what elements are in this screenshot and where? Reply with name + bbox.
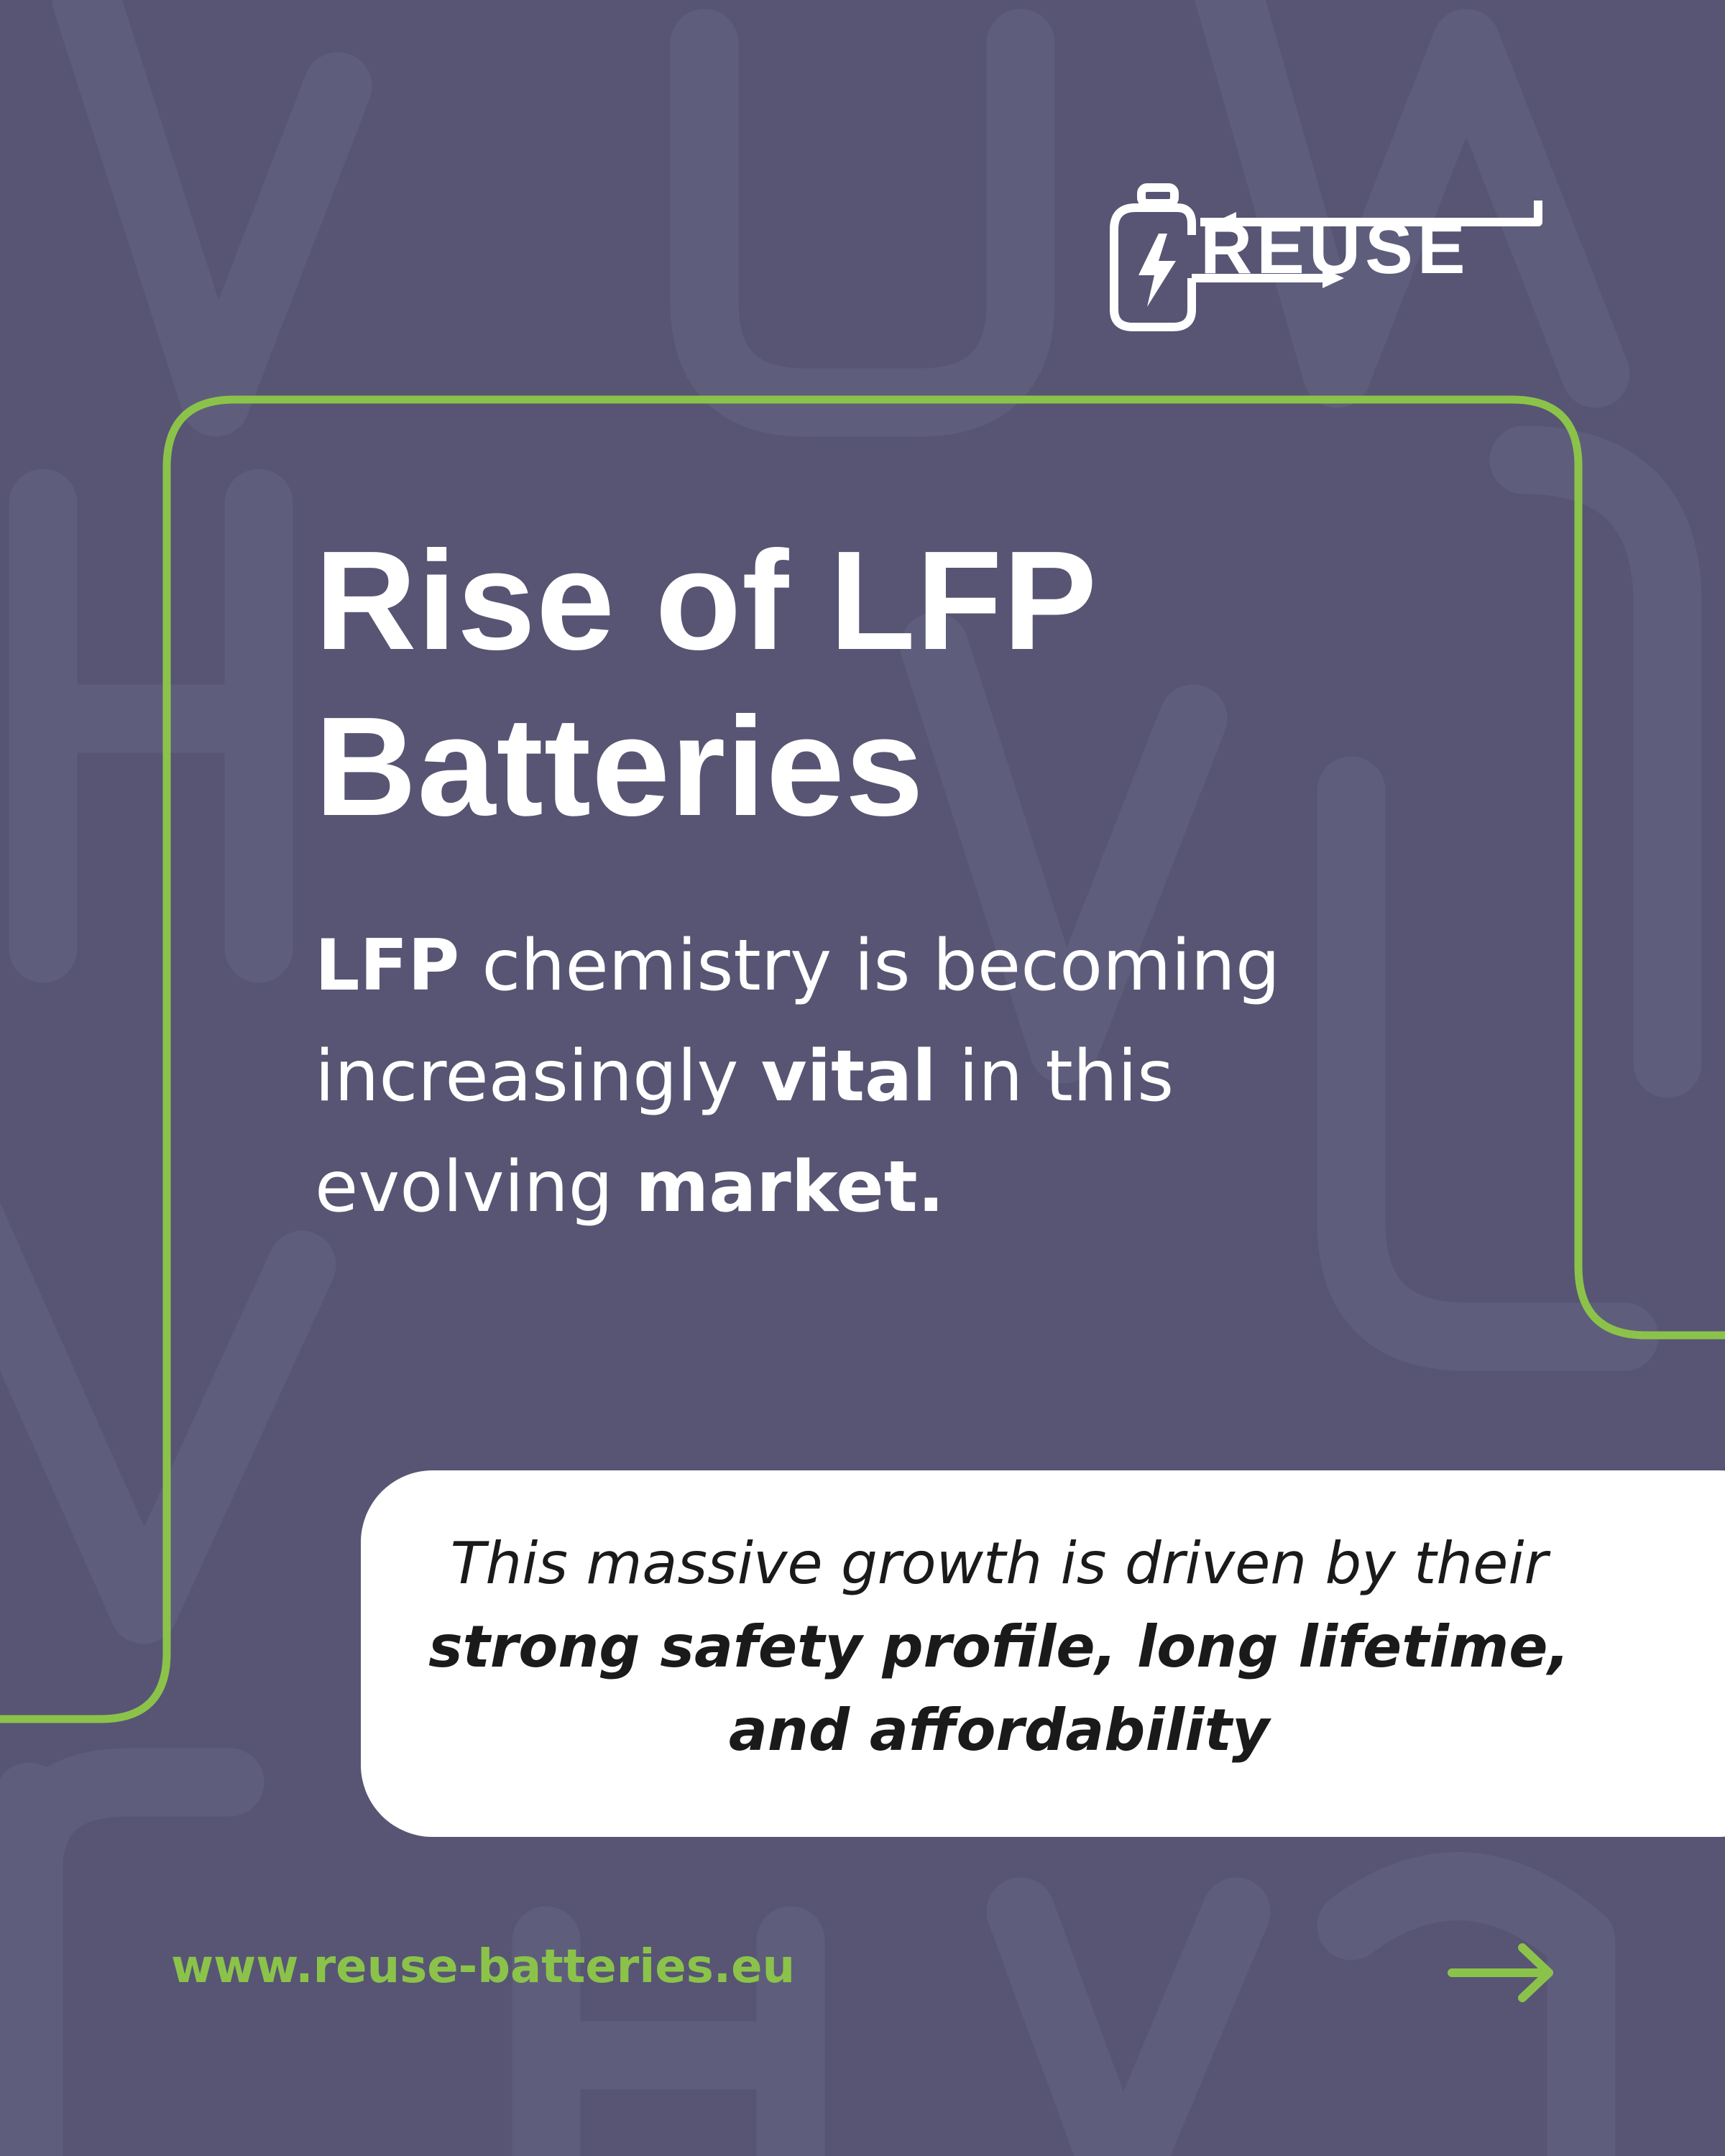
lead-emphasis-vital: vital <box>760 1035 937 1118</box>
lead-paragraph: LFP chemistry is becoming increasingly v… <box>315 911 1436 1243</box>
logo-wordmark: REUSE <box>1200 208 1470 289</box>
callout-text: This massive growth is driven by their s… <box>424 1522 1574 1772</box>
arrow-right-icon[interactable] <box>1445 1940 1560 2005</box>
lead-text-1: chemistry is becoming increasingly <box>315 925 1281 1118</box>
battery-lightning-icon: REUSE <box>1110 183 1542 331</box>
title-line-2: Batteries <box>315 688 924 846</box>
title-line-1: Rise of LFP <box>315 522 1098 679</box>
page-title: Rise of LFP Batteries <box>315 517 1450 850</box>
lead-emphasis-lfp: LFP <box>315 925 460 1007</box>
lead-text-2: in this evolving <box>315 1035 1174 1228</box>
website-link[interactable]: www.reuse-batteries.eu <box>171 1940 796 1994</box>
reuse-logo: REUSE <box>1107 183 1567 334</box>
callout-box <box>361 1470 1725 1837</box>
callout-text-plain: This massive growth is driven by their <box>450 1530 1548 1597</box>
lead-emphasis-market: market. <box>635 1146 944 1228</box>
callout-text-emphasis: strong safety profile, long lifetime, an… <box>428 1613 1570 1764</box>
